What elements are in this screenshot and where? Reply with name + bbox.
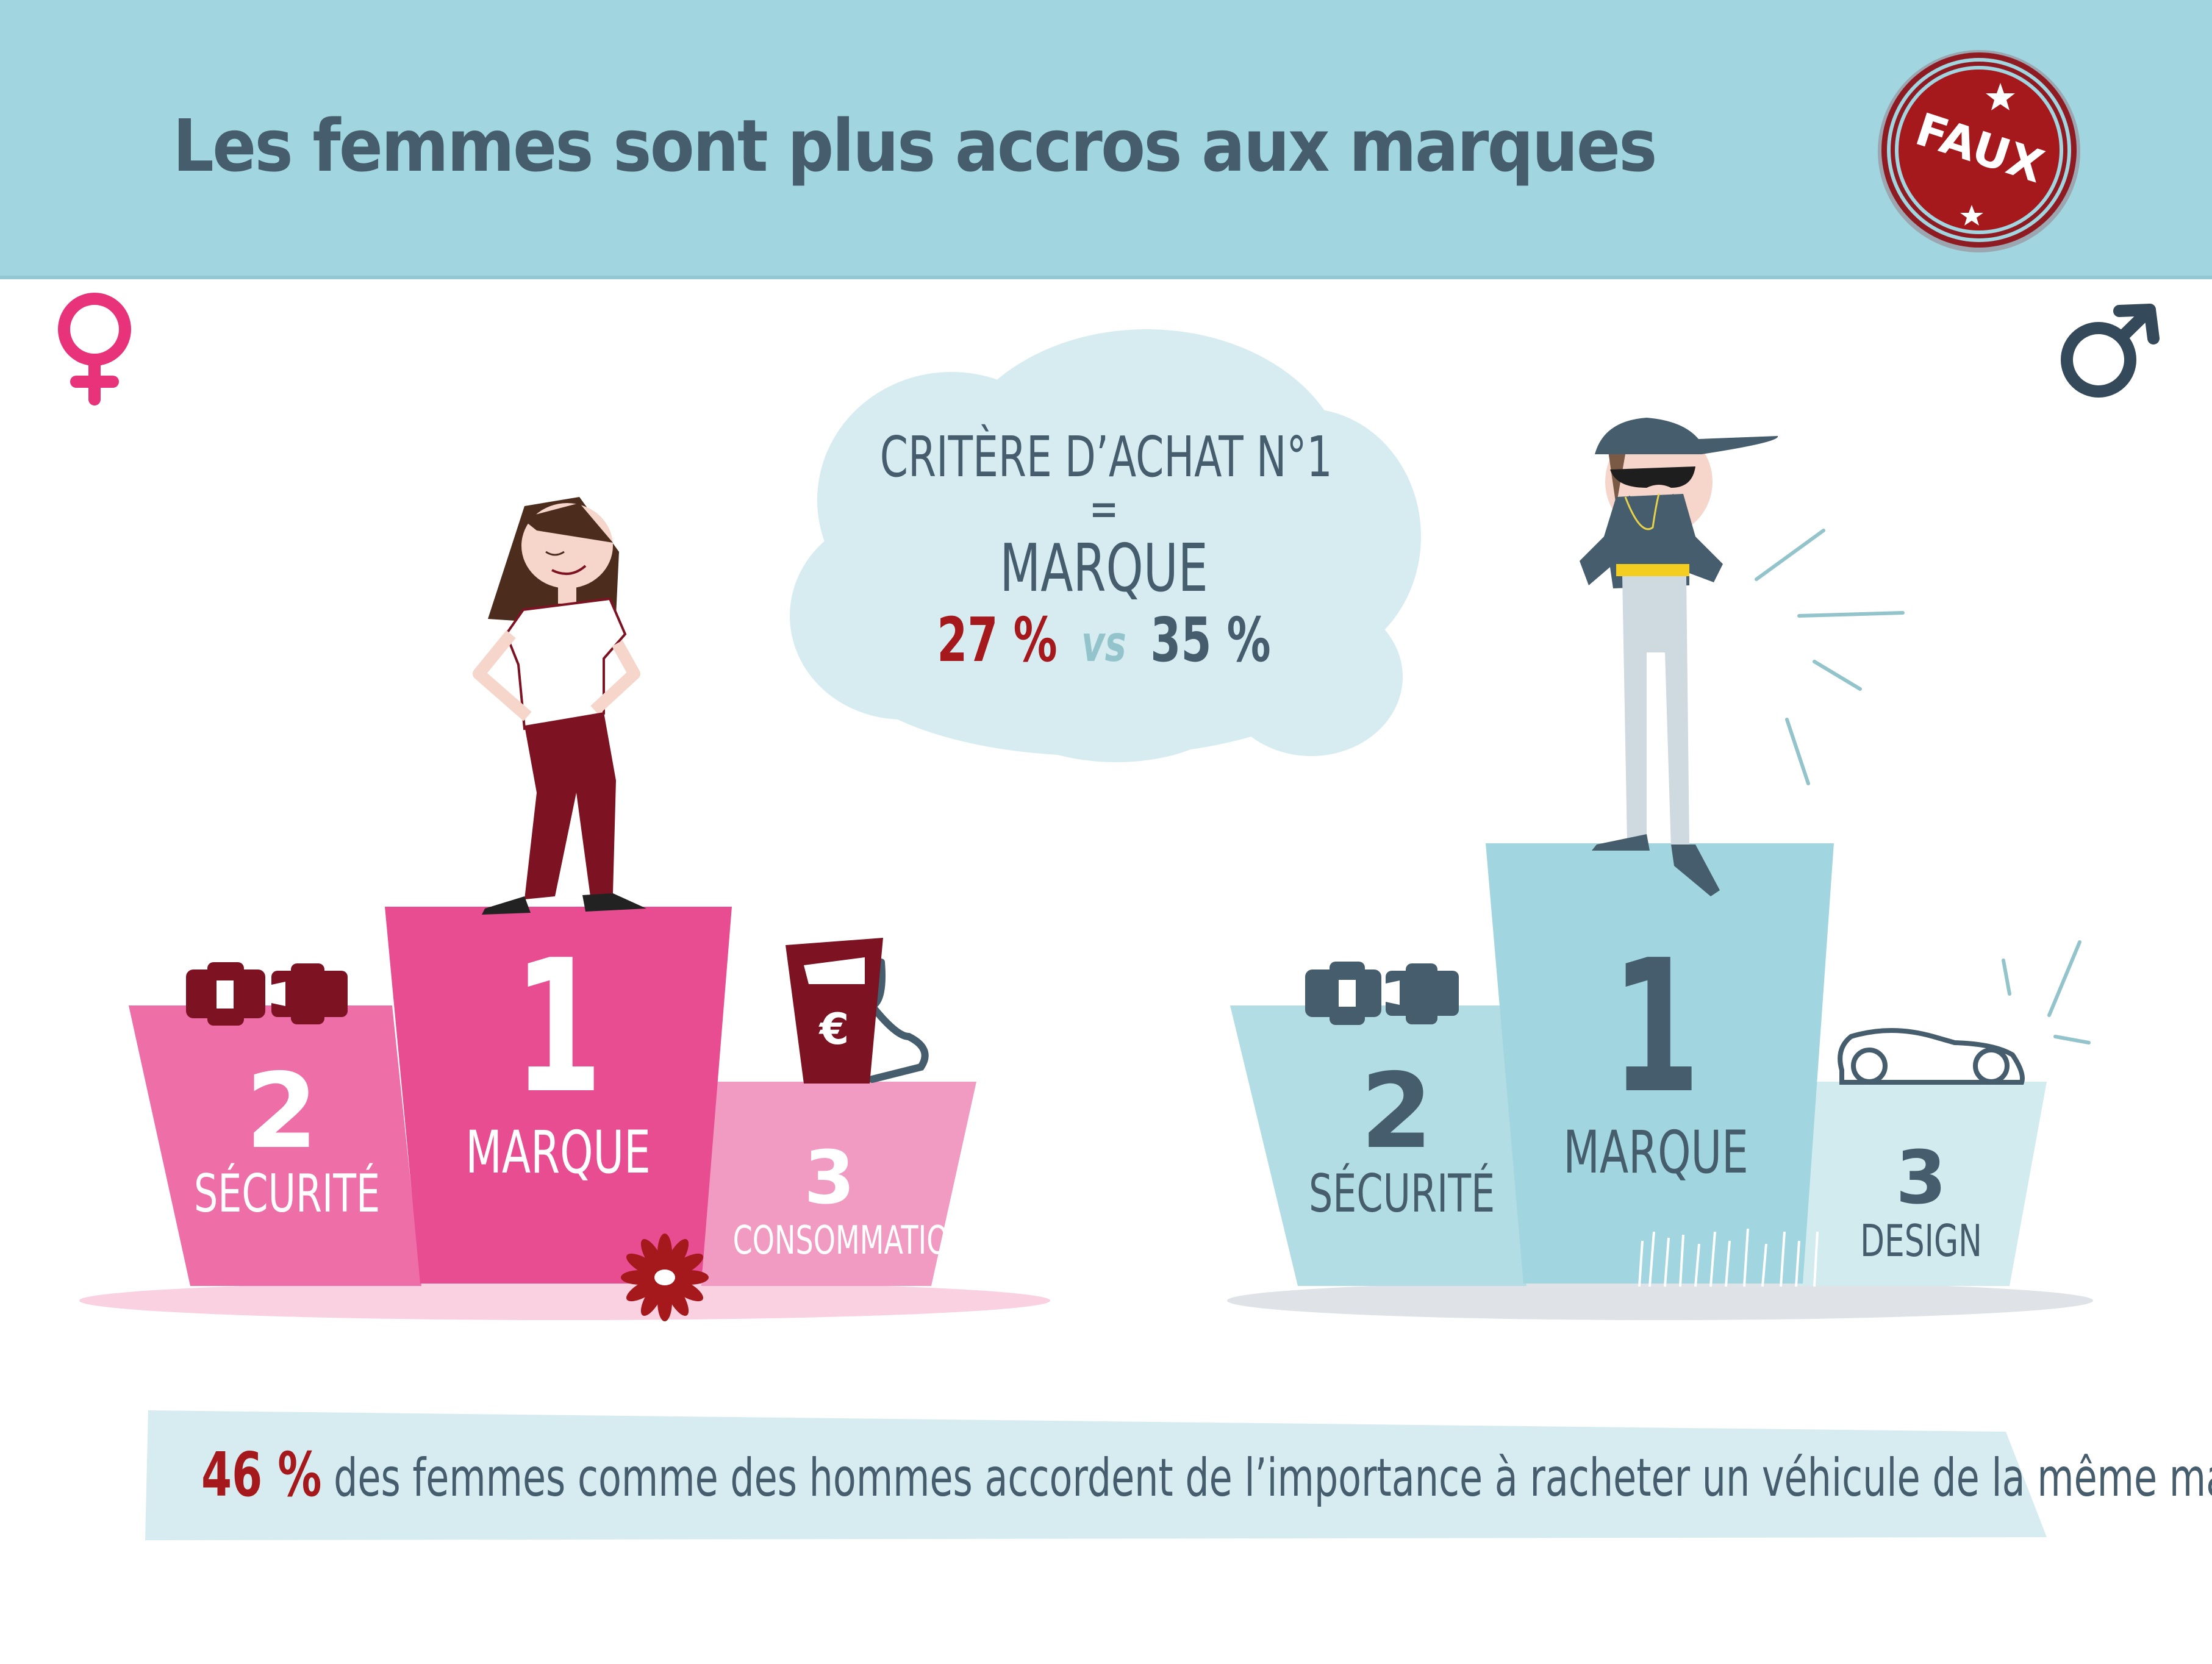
- comparison-line: 27 % vs 35 %: [880, 607, 1328, 678]
- men-label-3: DESIGN: [1860, 1215, 1982, 1266]
- man-character-icon: [1580, 418, 1778, 896]
- women-rank-1: 1: [513, 921, 603, 1134]
- footer-statement: 46 % des femmes comme des hommes accorde…: [201, 1439, 2212, 1510]
- woman-character-icon: [473, 497, 646, 915]
- male-symbol-icon: [2061, 304, 2160, 398]
- women-place-2: 2 SÉCURITÉ: [160, 1060, 404, 1224]
- men-label-1: MARQUE: [1563, 1118, 1748, 1187]
- men-percent: 35 %: [1150, 604, 1271, 676]
- women-label-1: MARQUE: [465, 1118, 651, 1187]
- women-place-3: 3 CONSOMMATION: [695, 1136, 970, 1265]
- women-place-1: 1 MARQUE: [421, 921, 695, 1187]
- page-title: Les femmes sont plus accros aux marques: [173, 104, 1657, 188]
- men-rank-1: 1: [1611, 921, 1701, 1134]
- female-symbol-icon: [58, 293, 131, 405]
- women-rank-3: 3: [804, 1136, 855, 1221]
- shine-lines-icon: [1755, 529, 2091, 1044]
- men-place-2: 2 SÉCURITÉ: [1275, 1060, 1519, 1224]
- cloud-text: CRITÈRE D’ACHAT N°1 = MARQUE 27 % vs 35 …: [793, 427, 1415, 678]
- header-band: [0, 0, 2212, 279]
- motion-lines: [1638, 1228, 1819, 1287]
- men-place-3: 3 DESIGN: [1799, 1140, 2043, 1265]
- svg-text:€: €: [818, 1004, 850, 1054]
- sports-car-icon: [1838, 1028, 2025, 1085]
- men-rank-2: 2: [1360, 1051, 1433, 1172]
- women-rank-2: 2: [245, 1051, 318, 1172]
- criterion-value: MARQUE: [1000, 530, 1208, 607]
- footer-text: des femmes comme des hommes accordent de…: [334, 1448, 2212, 1509]
- equals-sign: =: [1089, 480, 1119, 537]
- women-percent: 27 %: [937, 604, 1058, 676]
- flower-icon: [621, 1234, 709, 1321]
- women-label-2: SÉCURITÉ: [194, 1163, 381, 1224]
- faux-stamp-icon: FAUX: [1878, 50, 2080, 252]
- men-rank-3: 3: [1895, 1136, 1947, 1221]
- vs-label: vs: [1081, 615, 1126, 673]
- fuel-pump-icon: €: [786, 938, 929, 1084]
- footer-percent: 46 %: [201, 1439, 322, 1510]
- men-place-1: 1 MARQUE: [1519, 921, 1793, 1187]
- criterion-heading: CRITÈRE D’ACHAT N°1: [879, 424, 1333, 490]
- men-label-2: SÉCURITÉ: [1309, 1163, 1495, 1224]
